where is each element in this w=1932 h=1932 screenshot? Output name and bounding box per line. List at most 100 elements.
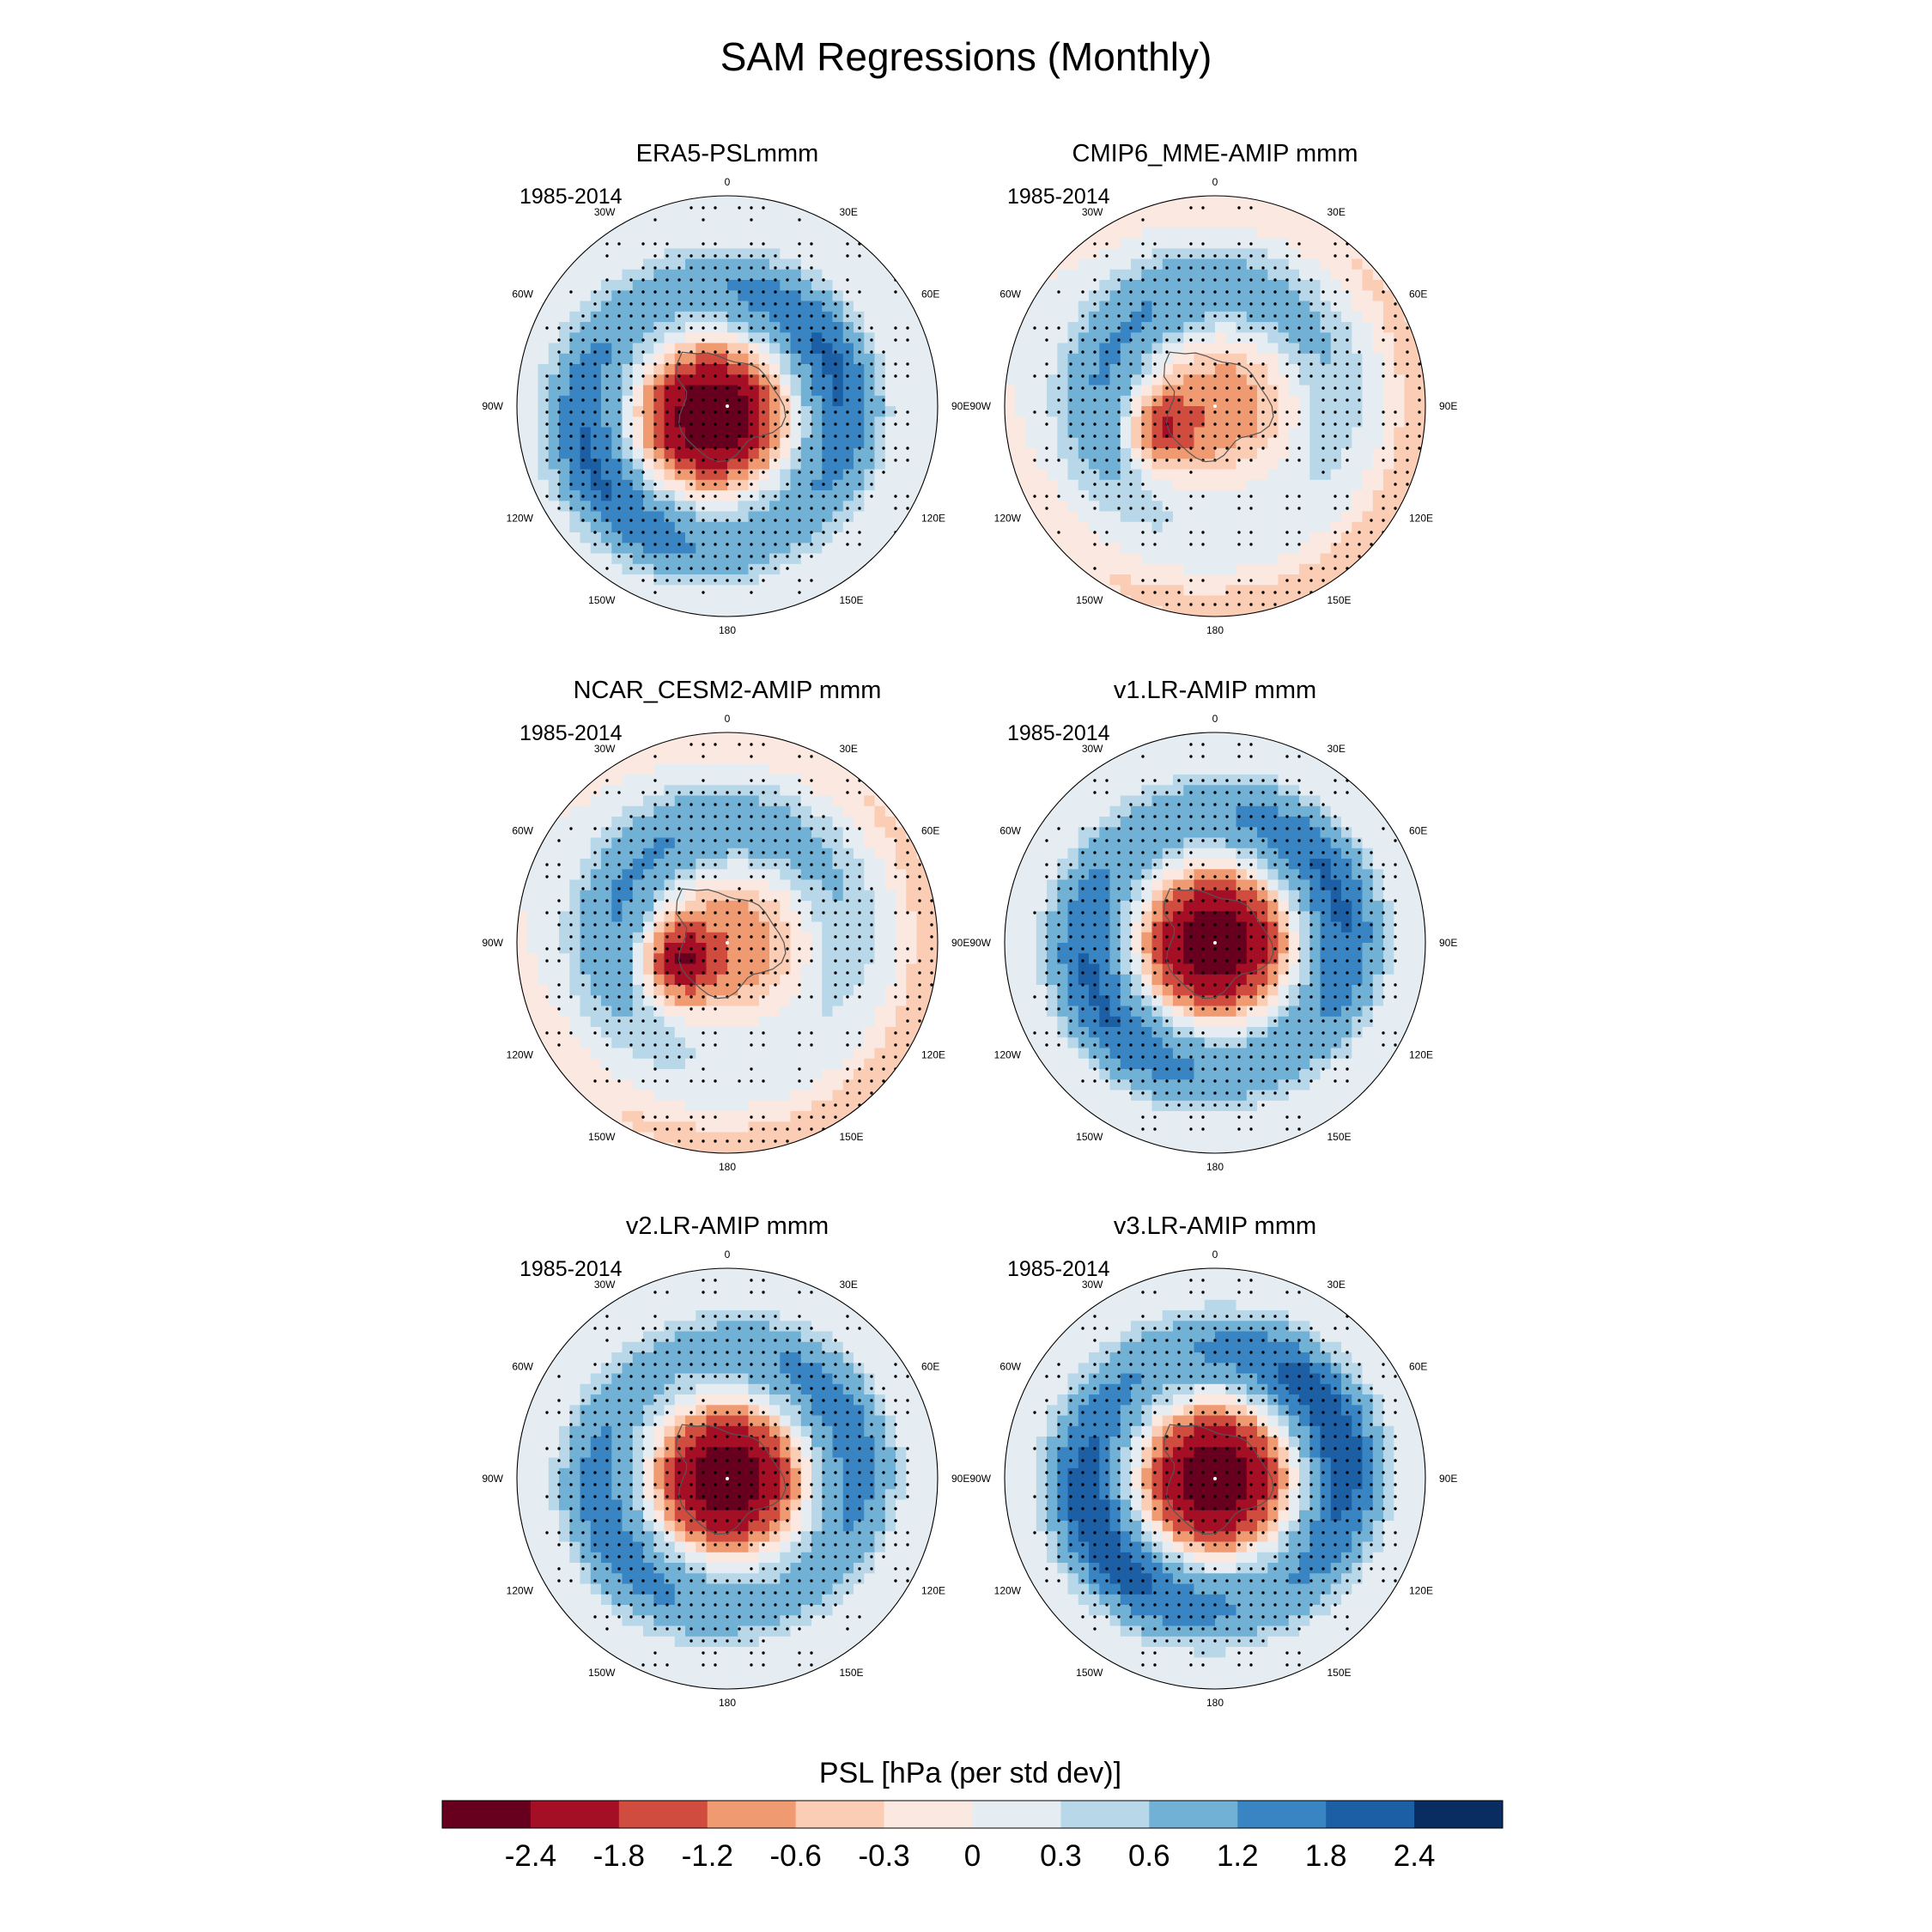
field-cell [706, 805, 718, 817]
stipple-dot [605, 471, 609, 474]
stipple-dot [690, 314, 693, 318]
field-cell [685, 732, 696, 744]
field-cell [580, 532, 592, 544]
field-cell [1288, 206, 1300, 218]
field-cell [1194, 196, 1206, 207]
field-cell [696, 1037, 708, 1049]
field-cell [1383, 448, 1394, 459]
field-cell [632, 553, 644, 565]
stipple-dot [714, 434, 717, 438]
stipple-dot [1117, 302, 1121, 306]
field-cell [1120, 258, 1132, 270]
field-cell [696, 1142, 708, 1153]
stipple-dot [1201, 314, 1205, 318]
stipple-dot [1297, 290, 1301, 294]
field-cell [1204, 563, 1216, 575]
field-cell [664, 953, 676, 965]
field-cell [822, 311, 834, 323]
field-cell [685, 248, 696, 260]
field-cell [664, 353, 676, 365]
stipple-dot [738, 410, 741, 414]
stipple-dot [1358, 543, 1361, 546]
field-cell [748, 775, 760, 786]
field-cell [643, 322, 654, 333]
field-cell [1225, 280, 1237, 291]
field-cell [1257, 521, 1268, 533]
field-cell [1204, 311, 1216, 323]
field-cell [559, 459, 570, 471]
stipple-dot [870, 362, 873, 366]
field-cell [1173, 216, 1184, 228]
field-cell [716, 827, 728, 839]
field-cell [716, 595, 728, 607]
field-cell [653, 1121, 665, 1133]
stipple-dot [798, 422, 801, 426]
field-cell [601, 1100, 612, 1112]
field-cell [1173, 605, 1184, 617]
stipple-dot [605, 434, 609, 438]
field-cell [748, 879, 760, 891]
stipple-dot [1297, 326, 1301, 330]
field-cell [611, 879, 623, 891]
field-cell [874, 301, 886, 313]
field-cell [1299, 595, 1310, 607]
field-cell [706, 995, 718, 1007]
field-cell [538, 848, 550, 860]
field-cell [590, 385, 602, 397]
longitude-label: 90E [1439, 400, 1457, 412]
field-cell [632, 427, 644, 439]
field-cell [780, 1058, 792, 1070]
field-cell [580, 501, 592, 513]
field-cell [538, 911, 550, 923]
field-cell [538, 364, 550, 375]
field-cell [1120, 553, 1132, 565]
field-cell [832, 521, 844, 533]
field-cell [1330, 280, 1342, 291]
field-cell [643, 932, 654, 944]
field-cell [611, 995, 623, 1007]
stipple-dot [653, 386, 657, 390]
field-cell [706, 943, 718, 954]
field-cell [790, 353, 802, 365]
stipple-dot [677, 362, 681, 366]
stipple-dot [762, 278, 765, 282]
field-cell [1225, 563, 1237, 575]
field-cell [622, 595, 634, 607]
stipple-dot [1153, 519, 1157, 522]
field-cell [842, 248, 854, 260]
field-cell [664, 743, 676, 755]
field-cell [1341, 416, 1352, 428]
field-cell [1015, 448, 1027, 459]
field-cell [1278, 206, 1290, 218]
field-cell [1278, 459, 1290, 471]
field-cell [580, 332, 592, 344]
field-cell [1183, 258, 1195, 270]
field-cell [716, 416, 728, 428]
field-cell [1372, 385, 1384, 397]
field-cell [780, 206, 792, 218]
stipple-dot [1285, 495, 1289, 498]
field-cell [758, 532, 770, 544]
field-cell [822, 238, 834, 249]
field-cell [580, 1016, 592, 1028]
field-cell [569, 479, 581, 491]
field-cell [1352, 511, 1364, 523]
field-cell [1067, 269, 1079, 281]
field-cell [1057, 406, 1069, 417]
field-cell [674, 953, 686, 965]
field-cell [1183, 448, 1195, 459]
stipple-dot [1177, 266, 1181, 270]
stipple-dot [677, 459, 681, 462]
field-cell [696, 311, 708, 323]
field-cell [769, 227, 781, 239]
field-cell [548, 343, 560, 355]
stipple-dot [906, 338, 909, 342]
stipple-dot [1093, 471, 1097, 474]
field-cell [727, 795, 738, 807]
field-cell [906, 290, 918, 302]
stipple-dot [1129, 459, 1133, 462]
field-cell [1099, 490, 1111, 501]
field-cell [1067, 490, 1079, 501]
field-cell [1109, 532, 1121, 544]
field-cell [1099, 280, 1111, 291]
